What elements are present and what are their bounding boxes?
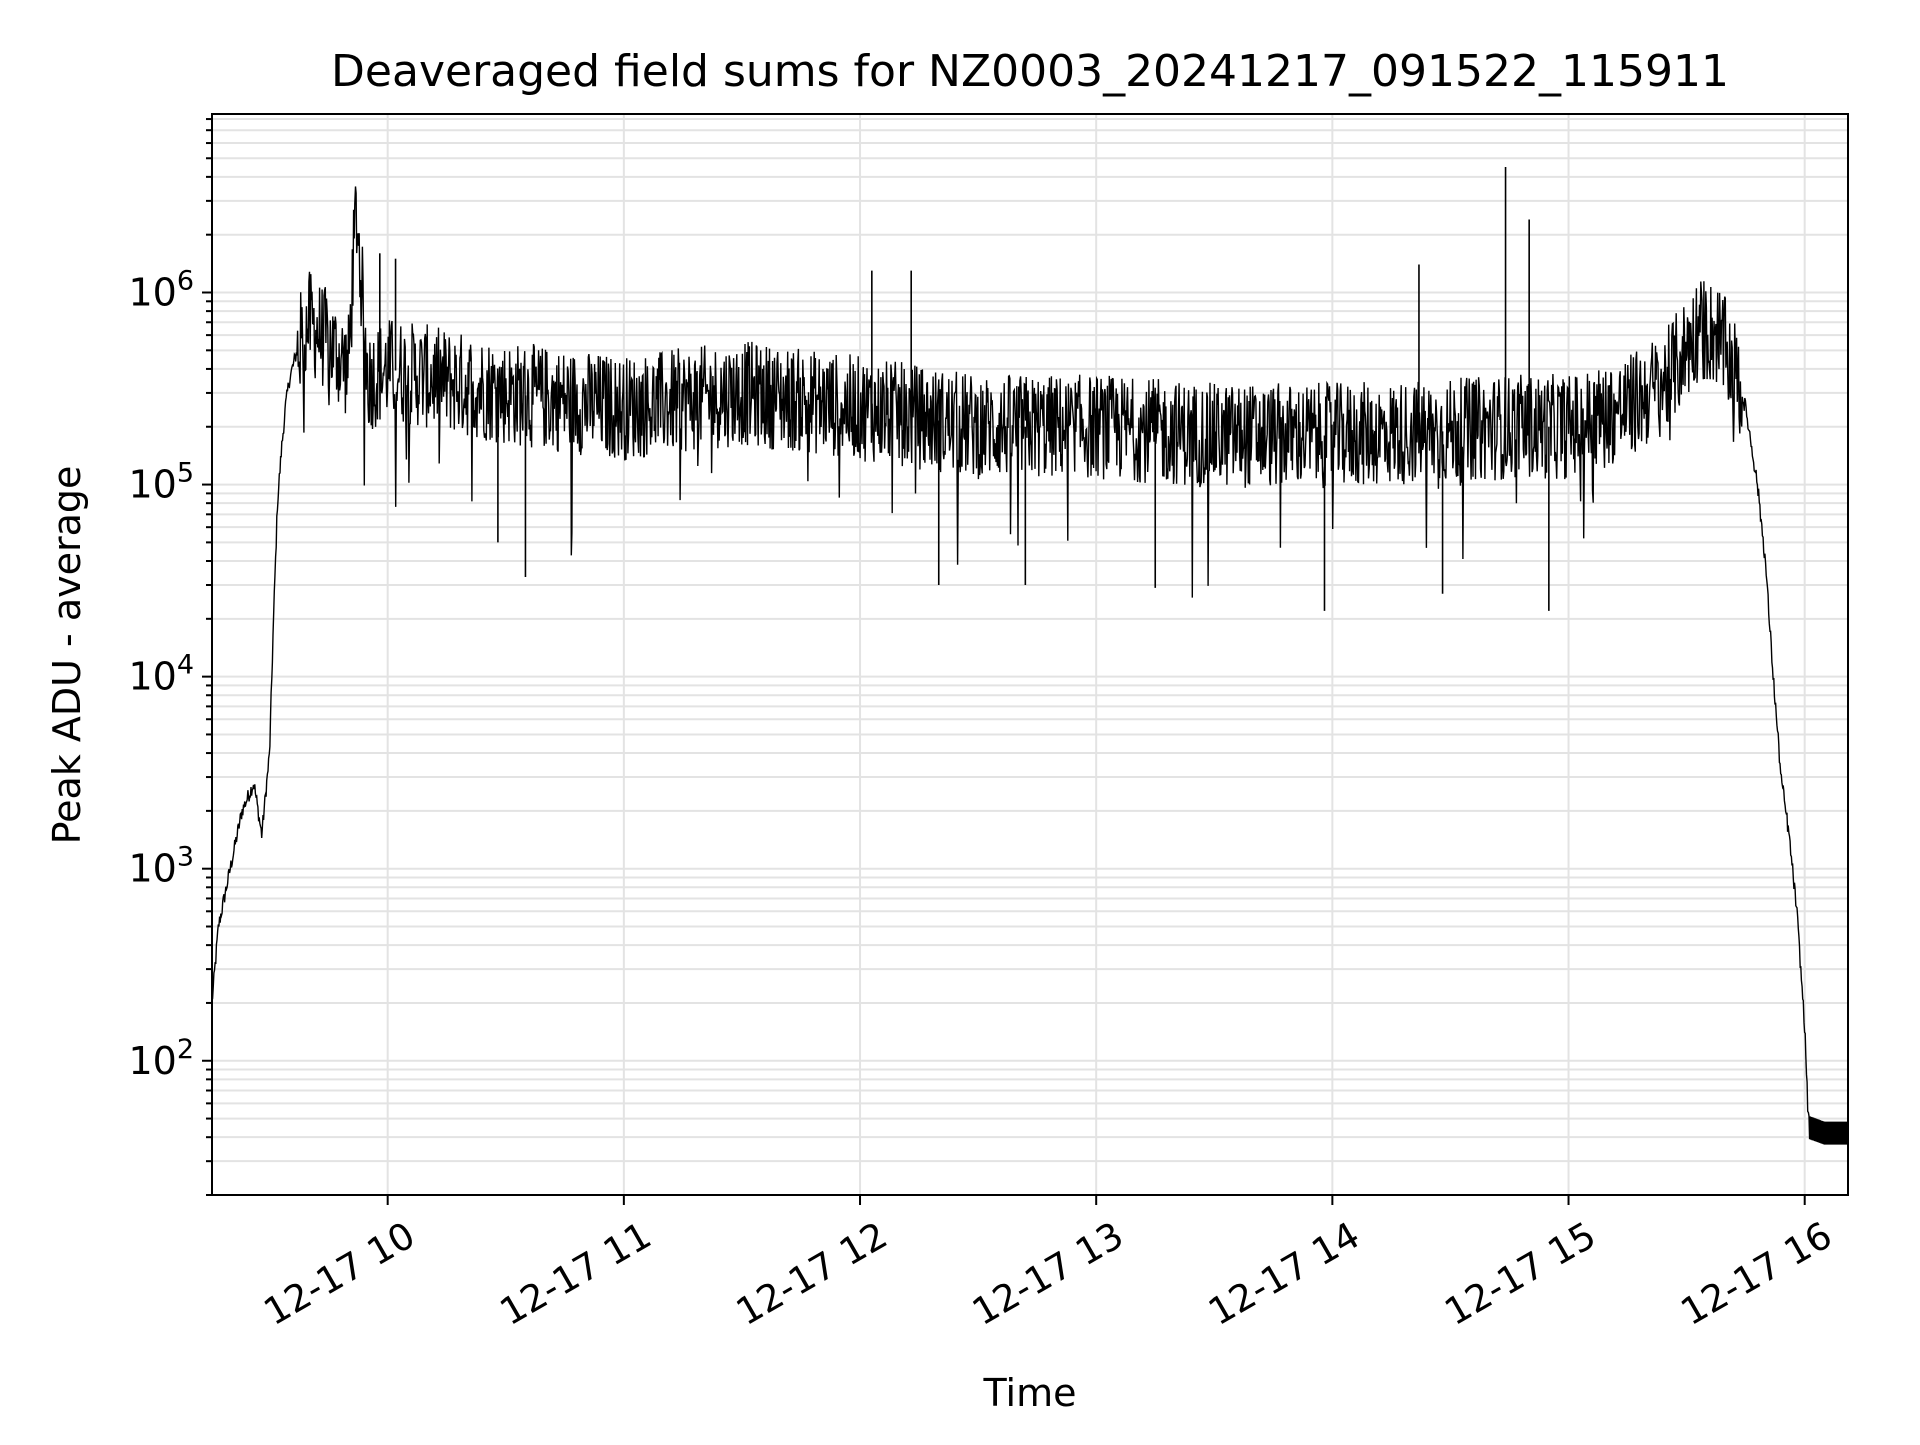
plot-area [211,167,1849,1145]
y-axis-label: Peak ADU - average [45,466,89,845]
grid [212,114,1848,1196]
chart-title: Deaveraged field sums for NZ0003_2024121… [331,46,1729,97]
y-tick-label: 102 [128,1034,194,1083]
y-tick-label: 104 [128,650,194,699]
y-tick-label: 105 [128,458,194,507]
plot-frame [211,113,1849,1196]
x-axis-label: Time [983,1371,1077,1415]
y-tick-label: 106 [128,266,194,315]
y-tick-label: 103 [128,842,194,891]
series-line [211,186,1849,1145]
